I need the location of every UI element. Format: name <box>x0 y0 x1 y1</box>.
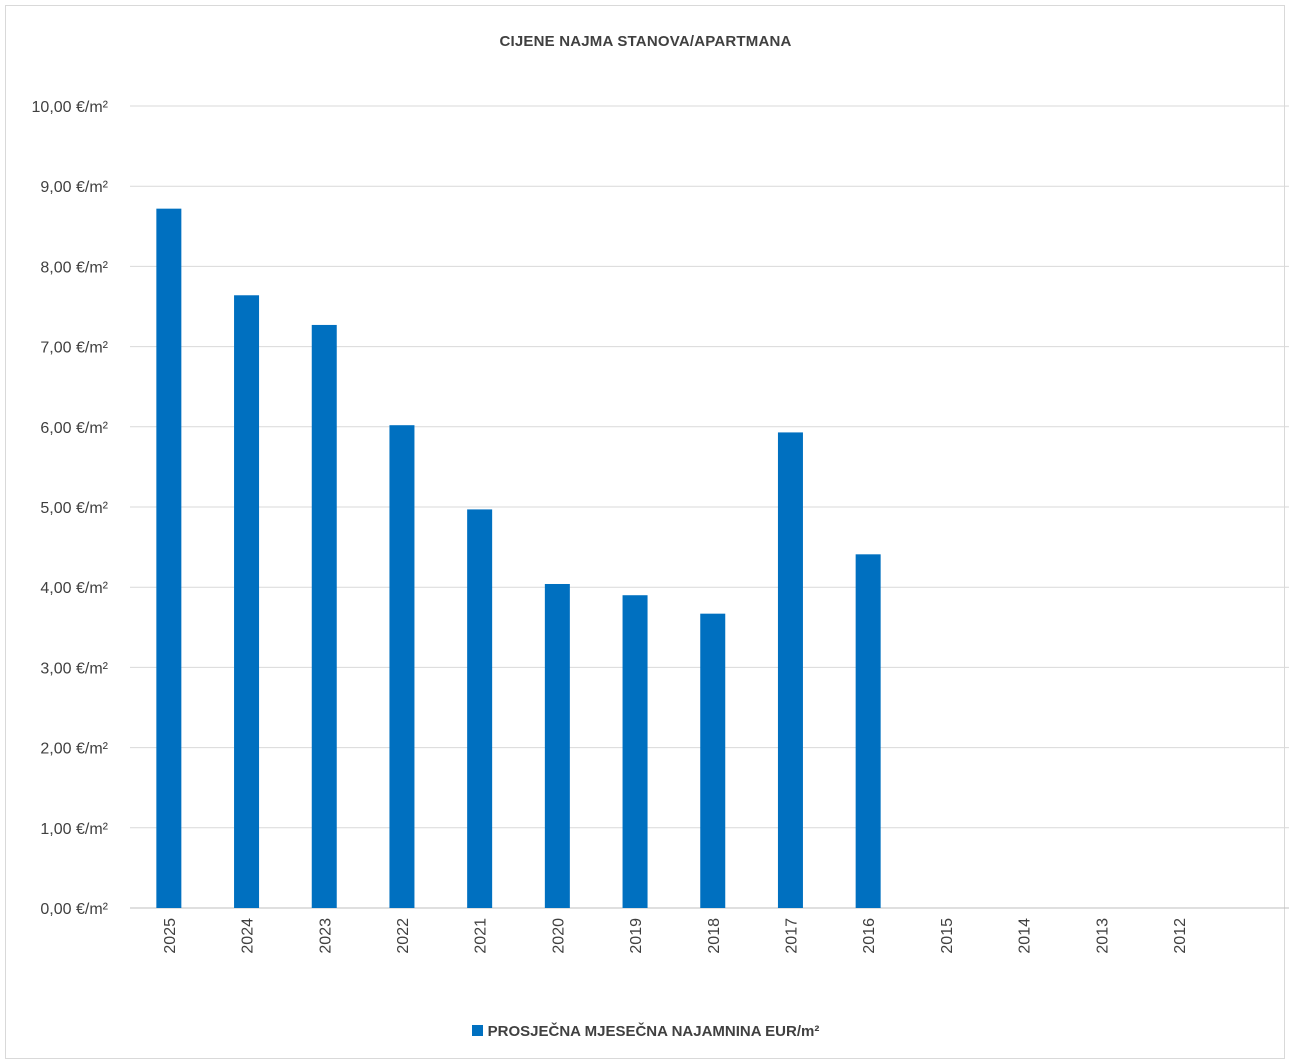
x-tick-label: 2014 <box>1017 918 1034 954</box>
x-tick-label: 2020 <box>550 918 567 954</box>
x-tick-label: 2021 <box>473 918 490 954</box>
y-tick-label: 8,00 €/m² <box>40 259 108 276</box>
y-tick-label: 5,00 €/m² <box>40 500 108 517</box>
bar-2017 <box>777 432 803 908</box>
y-tick-label: 6,00 €/m² <box>40 420 108 437</box>
bar-2018 <box>700 613 726 908</box>
x-tick-label: 2022 <box>395 918 412 954</box>
y-tick-label: 1,00 €/m² <box>40 821 108 838</box>
bar-2024 <box>234 295 260 909</box>
x-tick-label: 2016 <box>861 918 878 954</box>
bar-series <box>156 208 881 909</box>
bar-2025 <box>156 208 182 908</box>
y-tick-label: 10,00 €/m² <box>32 99 109 116</box>
x-tick-label: 2018 <box>706 918 723 954</box>
legend-label: PROSJEČNA MJESEČNA NAJAMNINA EUR/m² <box>487 1023 820 1040</box>
bar-2022 <box>389 425 415 908</box>
bar-2019 <box>622 595 648 908</box>
x-tick-label: 2012 <box>1172 918 1189 954</box>
x-tick-label: 2025 <box>162 918 179 954</box>
x-tick-label: 2017 <box>783 918 800 954</box>
x-tick-label: 2013 <box>1094 918 1111 954</box>
y-tick-label: 4,00 €/m² <box>40 580 108 597</box>
x-axis-ticks: 2025 2024 2023 2022 2021 2020 2019 2018 2017 2016… <box>162 918 1189 954</box>
x-tick-label: 2019 <box>628 918 645 954</box>
bar-2016 <box>855 554 881 908</box>
y-tick-label: 0,00 €/m² <box>40 901 108 918</box>
chart-title: CIJENE NAJMA STANOVA/APARTMANA <box>499 33 792 50</box>
bar-2023 <box>311 324 337 908</box>
bar-2020 <box>544 583 570 908</box>
x-tick-label: 2015 <box>939 918 956 954</box>
x-tick-label: 2024 <box>240 918 257 954</box>
y-tick-label: 9,00 €/m² <box>40 179 108 196</box>
x-tick-label: 2023 <box>317 918 334 954</box>
y-tick-label: 2,00 €/m² <box>40 741 108 758</box>
y-axis-ticks: 0,00 €/m² 1,00 €/m² 2,00 €/m² 3,00 €/m² 4,00… <box>32 99 109 918</box>
y-tick-label: 3,00 €/m² <box>40 660 108 677</box>
legend: PROSJEČNA MJESEČNA NAJAMNINA EUR/m² <box>0 1023 1291 1040</box>
y-tick-label: 7,00 €/m² <box>40 340 108 357</box>
bar-2021 <box>467 509 493 908</box>
legend-swatch <box>471 1025 483 1036</box>
